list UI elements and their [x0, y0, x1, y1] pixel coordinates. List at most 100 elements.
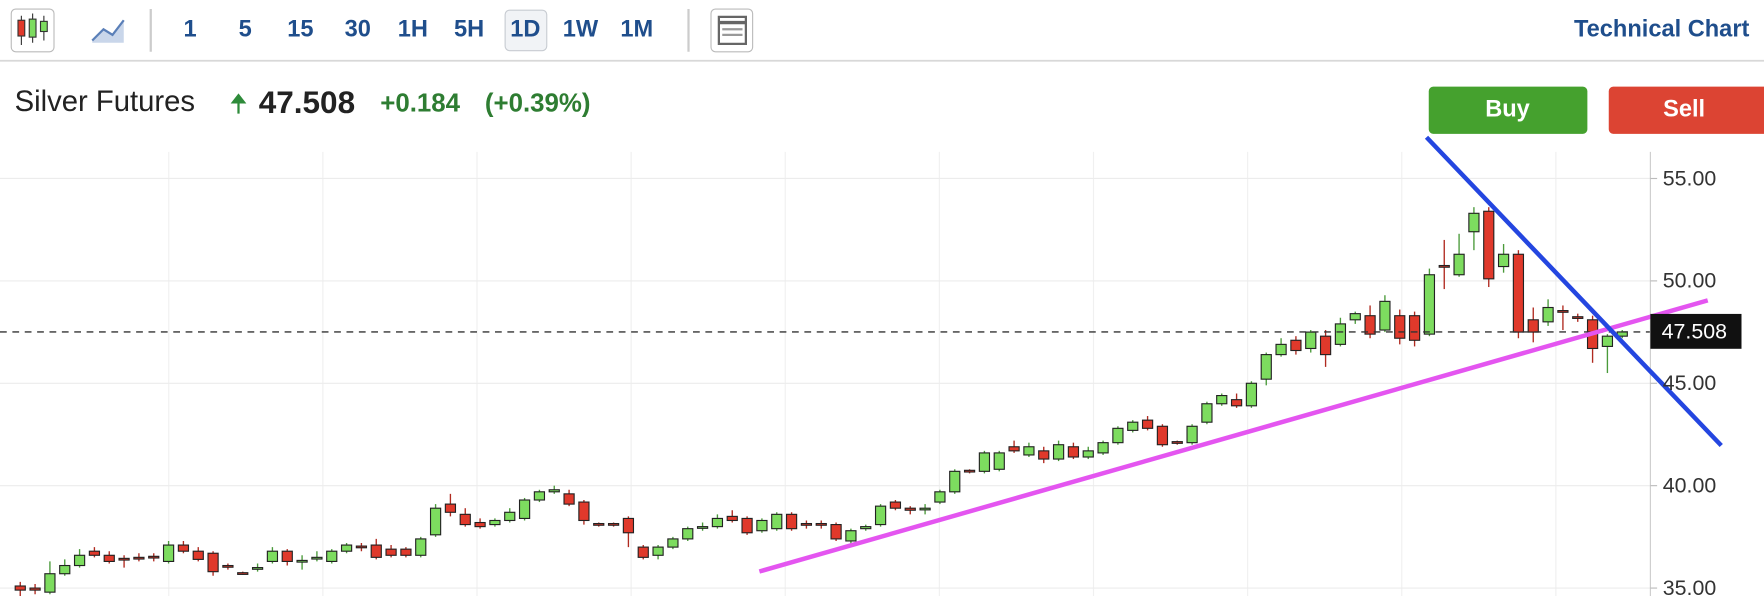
candle-body: [622, 517, 635, 534]
candle-body: [1542, 306, 1554, 323]
candle-body: [1141, 419, 1154, 429]
sell-button[interactable]: Sell: [1608, 86, 1764, 134]
interval-button[interactable]: 5H: [454, 17, 484, 43]
candle-body: [1305, 331, 1317, 350]
candle-body: [815, 522, 827, 526]
candle-body: [1349, 313, 1361, 321]
candle-body: [222, 564, 234, 568]
plot-area: [0, 151, 1651, 596]
candle-body: [1334, 323, 1347, 345]
candle-body: [59, 564, 71, 575]
candle-body: [73, 554, 86, 567]
support-trendline: [758, 298, 1709, 574]
candle-body: [1260, 354, 1272, 380]
candle-body: [1601, 335, 1614, 347]
candle-body: [1379, 300, 1391, 331]
candle-icon-button[interactable]: [10, 8, 55, 53]
candle-body: [1216, 395, 1228, 405]
candle-body: [14, 585, 26, 591]
candle-body: [1052, 444, 1065, 460]
interval-button[interactable]: 1W: [563, 17, 599, 43]
candle-body: [919, 507, 931, 511]
candle-body: [800, 522, 813, 526]
candle-body: [44, 573, 56, 593]
resistance-trendline: [1424, 135, 1723, 448]
candle-body: [429, 507, 442, 536]
candle-body: [1067, 446, 1080, 458]
candle-body: [1023, 446, 1035, 456]
candle-body: [1112, 427, 1124, 444]
candle-body: [340, 544, 353, 552]
candle-body: [148, 555, 160, 559]
interval-button[interactable]: 1: [184, 17, 197, 43]
candle-body: [1201, 403, 1213, 423]
candle-body: [637, 546, 649, 558]
candle-body: [904, 507, 916, 511]
candle-body: [993, 452, 1005, 470]
candle-body: [207, 552, 219, 573]
candle-body: [563, 493, 575, 505]
candle-body: [474, 521, 486, 528]
last-price-box: [1650, 313, 1742, 349]
candle-body: [1394, 315, 1406, 339]
candle-body: [355, 545, 368, 549]
candle-body: [29, 587, 41, 591]
candle-body: [1097, 442, 1109, 454]
last-price: 47.508: [259, 84, 355, 120]
candle-body: [103, 554, 115, 562]
candle-body: [771, 513, 783, 530]
candle-body: [459, 513, 471, 526]
candle-body: [756, 519, 768, 532]
candle-body: [949, 470, 961, 493]
candle-body: [830, 524, 842, 540]
y-tick-label: 40.00: [1663, 473, 1717, 497]
candle-body: [934, 491, 946, 503]
candle-body: [889, 501, 902, 509]
sell-label: Sell: [1663, 96, 1705, 122]
up-arrow: [230, 93, 247, 114]
candle-body: [682, 528, 694, 540]
layout-icon-button[interactable]: [710, 8, 754, 53]
y-axis: 35.00 40.00 45.00 50.00 55.00 47.508: [1650, 166, 1742, 596]
buy-label: Buy: [1485, 96, 1530, 122]
candle-body: [88, 550, 101, 556]
candle-body: [296, 559, 308, 563]
candle-body: [711, 517, 724, 528]
candle-body: [1186, 425, 1198, 444]
candle-body: [696, 526, 709, 529]
interval-button[interactable]: 1D: [510, 17, 540, 43]
interval-button[interactable]: 1M: [620, 17, 653, 43]
price-change: +0.184: [380, 89, 460, 117]
candle-body: [1557, 310, 1569, 313]
candle-body: [1245, 382, 1258, 407]
candle-body: [741, 517, 753, 534]
candle-body: [1127, 421, 1139, 431]
buy-button[interactable]: Buy: [1428, 86, 1588, 134]
interval-button[interactable]: 30: [345, 17, 371, 43]
candle-body: [177, 544, 190, 552]
candle-body: [1230, 399, 1243, 407]
candle-body: [1572, 316, 1584, 319]
candle-body: [1364, 315, 1376, 335]
candle-body: [266, 550, 279, 562]
y-tick-label: 35.00: [1663, 576, 1717, 596]
interval-button[interactable]: 5: [239, 17, 252, 43]
candle-body: [489, 519, 501, 526]
candle-body: [578, 501, 590, 522]
candle-body: [1038, 450, 1050, 460]
line-icon-button[interactable]: [91, 19, 125, 43]
candle-body: [1527, 319, 1539, 333]
candle-body: [237, 572, 249, 575]
candle-body: [1438, 264, 1450, 268]
candle-body: [667, 538, 679, 548]
active-interval-box: [504, 9, 548, 52]
y-tick-label: 45.00: [1663, 371, 1717, 395]
candle-body: [326, 550, 338, 562]
candle-body: [607, 522, 620, 526]
candle-body: [1008, 446, 1020, 452]
technical-chart-link[interactable]: Technical Chart: [1574, 17, 1750, 43]
candle-body: [1290, 339, 1302, 352]
interval-button[interactable]: 15: [287, 17, 313, 43]
candle-body: [370, 544, 382, 558]
interval-button[interactable]: 1H: [398, 17, 428, 43]
